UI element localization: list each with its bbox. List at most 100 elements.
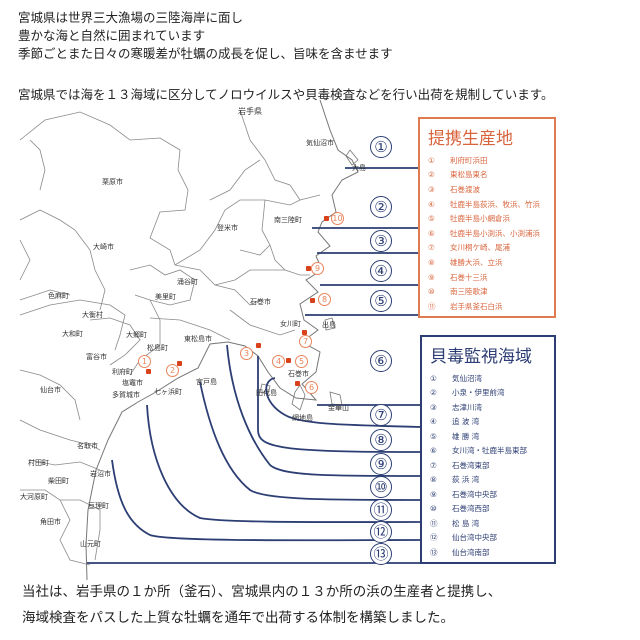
region-number-10: ⑩ — [370, 476, 392, 498]
item-number: ④ — [430, 417, 437, 427]
item-name: 東松島東名 — [450, 170, 488, 180]
item-number: ⑤ — [428, 214, 435, 224]
item-number: ⑦ — [430, 460, 437, 470]
site-dot — [324, 216, 329, 221]
site-marker-4[interactable]: 4 — [272, 355, 285, 368]
item-name: 石巻湾西部 — [452, 504, 490, 514]
place-label: 大郷町 — [126, 331, 147, 339]
municipal-borders — [19, 109, 321, 566]
place-label: 大河原町 — [20, 493, 48, 501]
place-label: 仙台市 — [40, 386, 61, 394]
site-marker-7[interactable]: 7 — [299, 335, 312, 348]
item-number: ① — [430, 373, 437, 383]
item-name: 利府町浜田 — [450, 155, 488, 165]
item-number: ⑧ — [428, 257, 435, 267]
site-marker-10[interactable]: 10 — [331, 212, 344, 225]
item-name: 石巻湾中央部 — [452, 489, 497, 499]
place-label: 登米市 — [217, 224, 238, 232]
item-name: 石巻十三浜 — [450, 272, 488, 282]
item-number: ⑨ — [430, 489, 437, 499]
item-number: ⑧ — [430, 475, 437, 485]
monitoring-area-item: ⑤ 雄 勝 湾 — [422, 429, 554, 444]
place-label: 富谷市 — [86, 353, 107, 361]
item-name: 仙台湾中央部 — [452, 533, 497, 543]
place-label: 栗原市 — [102, 178, 123, 186]
place-label: 亘理町 — [88, 502, 109, 510]
partner-site-item: ② 東松島東名 — [420, 168, 554, 183]
site-marker-5[interactable]: 5 — [295, 355, 308, 368]
intro-line-1: 宮城県は世界三大漁場の三陸海岸に面し — [18, 10, 244, 25]
monitoring-areas-legend: 貝毒監視海域 ① 気仙沼湾 ② 小泉・伊里前湾 ③ 志津川湾 ④ 追 波 湾 ⑤ 雄 勝 湾 ⑥ 女川… — [420, 335, 556, 564]
item-name: 雄 勝 湾 — [452, 431, 480, 441]
site-marker-6[interactable]: 6 — [305, 381, 318, 394]
region-number-1: ① — [370, 136, 392, 158]
item-number: ④ — [428, 199, 435, 209]
monitoring-area-item: ⑨ 石巻湾中央部 — [422, 487, 554, 502]
place-label: 東松島市 — [184, 335, 212, 343]
site-dot — [306, 266, 311, 271]
coastline — [85, 99, 359, 581]
partner-sites-legend: 提携生産地 ① 利府町浜田 ② 東松島東名 ③ 石巻渡波 ④ 牡鹿半島荻浜、牧浜、竹浜 ⑤ 牡鹿半… — [418, 117, 556, 318]
item-name: 女川桐ケ崎、尾浦 — [450, 243, 510, 253]
item-number: ③ — [428, 184, 435, 194]
monitoring-area-item: ⑬ 仙台湾南部 — [422, 545, 554, 560]
site-dot — [310, 298, 315, 303]
place-label: 田代島 — [256, 389, 277, 397]
partner-site-item: ⑥ 牡鹿半島小渕浜、小渕浦浜 — [420, 226, 554, 241]
monitoring-areas-title: 貝毒監視海域 — [430, 347, 532, 367]
place-label: 石巻市 — [288, 370, 309, 378]
region-number-7: ⑦ — [370, 404, 392, 426]
item-name: 岩手県釜石白浜 — [450, 301, 503, 311]
monitoring-area-item: ⑥ 女川湾・牡鹿半島東部 — [422, 444, 554, 459]
region-number-11: ⑪ — [370, 499, 392, 521]
place-label: 岩手県 — [238, 107, 262, 116]
place-label: 大崎市 — [93, 243, 114, 251]
monitoring-area-item: ⑩ 石巻湾西部 — [422, 502, 554, 517]
monitoring-area-item: ⑫ 仙台湾中央部 — [422, 531, 554, 546]
item-number: ⑩ — [430, 504, 437, 514]
intro-line-3: 季節ごとまた日々の寒暖差が牡蠣の成長を促し、旨味を含ませます — [18, 46, 393, 61]
partner-site-item: ⑩ 南三陸歌津 — [420, 284, 554, 299]
place-label: 大和町 — [62, 330, 83, 338]
place-label: 出島 — [322, 321, 336, 329]
place-label: 岩沼市 — [90, 470, 111, 478]
place-label: 多賀城市 — [112, 391, 140, 399]
site-marker-8[interactable]: 8 — [318, 293, 331, 306]
partner-site-item: ④ 牡鹿半島荻浜、牧浜、竹浜 — [420, 197, 554, 212]
item-name: 仙台湾南部 — [452, 547, 490, 557]
region-number-9: ⑨ — [370, 453, 392, 475]
islands — [259, 149, 359, 411]
monitoring-area-item: ② 小泉・伊里前湾 — [422, 386, 554, 401]
place-label: 金華山 — [328, 404, 349, 412]
place-label: 涌谷町 — [177, 278, 198, 286]
place-label: 気仙沼市 — [306, 139, 334, 147]
monitoring-area-item: ③ 志津川湾 — [422, 400, 554, 415]
site-dot — [256, 343, 261, 348]
region-number-12: ⑫ — [370, 521, 392, 543]
item-name: 牡鹿半島小網倉浜 — [450, 214, 510, 224]
region-number-5: ⑤ — [370, 290, 392, 312]
place-label: 美里町 — [155, 293, 176, 301]
site-marker-2[interactable]: 2 — [166, 364, 179, 377]
item-name: 松 島 湾 — [452, 518, 480, 528]
site-marker-1[interactable]: 1 — [138, 355, 151, 368]
item-number: ③ — [430, 402, 437, 412]
item-name: 牡鹿半島小渕浜、小渕浦浜 — [450, 228, 540, 238]
site-marker-3[interactable]: 3 — [240, 347, 253, 360]
item-number: ① — [428, 155, 435, 165]
place-label: 大衡村 — [82, 311, 103, 319]
site-marker-9[interactable]: 9 — [311, 262, 324, 275]
item-name: 石巻湾東部 — [452, 460, 490, 470]
region-boundaries — [87, 167, 421, 564]
monitoring-area-item: ⑪ 松 島 湾 — [422, 516, 554, 531]
place-label: 七ヶ浜町 — [154, 388, 182, 396]
item-number: ⑩ — [428, 287, 435, 297]
region-number-4: ④ — [370, 260, 392, 282]
partner-sites-title: 提携生産地 — [428, 129, 513, 149]
item-number: ⑪ — [430, 518, 438, 528]
item-number: ⑥ — [430, 446, 437, 456]
item-name: 女川湾・牡鹿半島東部 — [452, 446, 527, 456]
place-label: 山元町 — [80, 540, 101, 548]
site-dot — [295, 381, 300, 386]
place-label: 女川町 — [280, 320, 301, 328]
